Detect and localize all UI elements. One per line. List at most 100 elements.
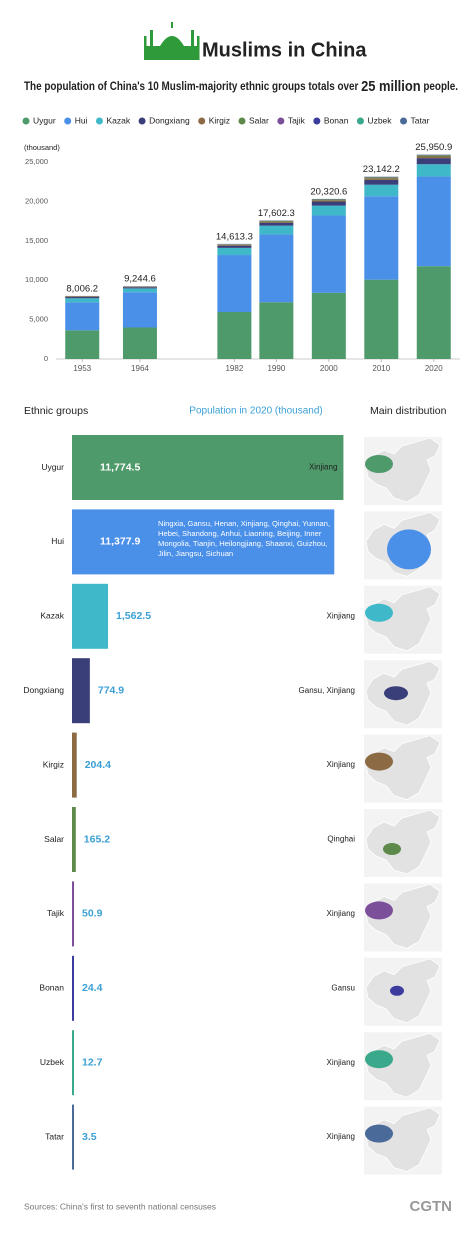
map-highlight xyxy=(365,1124,393,1143)
value-label: 11,377.9 xyxy=(100,536,140,548)
bar xyxy=(72,435,344,500)
legend-swatch xyxy=(198,117,206,125)
bar-segment xyxy=(217,255,252,313)
distribution-label: Xinjiang xyxy=(327,909,355,918)
logo: CGTN xyxy=(410,1198,453,1215)
category-label: Dongxiang xyxy=(23,685,64,695)
total-label: 23,142.2 xyxy=(363,164,400,175)
legend-swatch xyxy=(400,117,408,125)
bar xyxy=(72,1104,74,1170)
category-label: Salar xyxy=(44,834,64,844)
total-label: 14,613.3 xyxy=(216,231,253,242)
bar xyxy=(72,509,335,575)
bar-segment xyxy=(416,176,451,267)
legend-label: Bonan xyxy=(324,115,349,125)
bar-segment xyxy=(122,286,157,288)
category-header: Ethnic groups xyxy=(24,405,88,417)
map xyxy=(364,809,442,877)
map-highlight xyxy=(365,752,393,771)
map-outline xyxy=(365,883,441,949)
legend-swatch xyxy=(356,117,364,125)
bar-segment xyxy=(65,296,100,298)
subtitle-part: The population of China's 10 Muslim-majo… xyxy=(24,81,361,93)
map-highlight xyxy=(365,455,393,473)
bar-segment xyxy=(217,244,252,245)
distribution-label: Xinjiang xyxy=(327,1058,355,1067)
bar-segment xyxy=(416,158,451,165)
distribution-label: Gansu, Xinjiang xyxy=(299,686,355,695)
legend-swatch xyxy=(64,117,72,125)
map-outline xyxy=(365,586,441,652)
total-label: 9,244.6 xyxy=(124,274,156,285)
distribution-label: Xinjiang xyxy=(309,463,337,472)
bar-segment xyxy=(122,292,157,328)
distribution-label: Gansu xyxy=(331,983,355,992)
subtitle: The population of China's 10 Muslim-majo… xyxy=(24,78,458,95)
value-label: 11,774.5 xyxy=(100,461,140,473)
map-outline xyxy=(365,1032,441,1098)
legend-label: Tajik xyxy=(288,115,306,125)
legend-label: Salar xyxy=(249,115,269,125)
category-label: Hui xyxy=(51,536,64,546)
total-label: 8,006.2 xyxy=(66,283,98,294)
legend-label: Tatar xyxy=(411,115,430,125)
bar-segment xyxy=(259,222,294,226)
value-label: 774.9 xyxy=(98,684,124,696)
y-tick-label: 10,000 xyxy=(25,275,48,284)
x-tick-label: 2010 xyxy=(372,364,390,373)
y-tick-label: 0 xyxy=(44,354,48,363)
x-tick-label: 1953 xyxy=(73,364,91,373)
bar-segment xyxy=(364,177,399,179)
bar-segment xyxy=(311,205,346,216)
bar xyxy=(72,955,74,1021)
y-tick-label: 25,000 xyxy=(25,157,48,166)
map xyxy=(364,1032,442,1101)
bar-segment xyxy=(364,179,399,185)
y-tick-label: 15,000 xyxy=(25,236,48,245)
value-label: 204.4 xyxy=(85,759,111,771)
bar xyxy=(72,807,76,872)
map-highlight xyxy=(365,901,393,920)
bar-segment xyxy=(217,245,252,248)
map xyxy=(364,1106,442,1175)
value-label: 165.2 xyxy=(84,833,110,845)
bar-segment xyxy=(311,292,346,359)
value-header: Population in 2020 (thousand) xyxy=(189,406,322,417)
legend-label: Kirgiz xyxy=(209,115,230,125)
map-outline xyxy=(365,735,441,801)
bar-segment xyxy=(259,221,294,223)
bar-segment xyxy=(217,312,252,359)
total-label: 20,320.6 xyxy=(310,186,347,197)
bar-segment xyxy=(65,297,100,299)
legend-swatch xyxy=(238,117,246,125)
bar-segment xyxy=(259,302,294,359)
bar-segment xyxy=(364,279,399,359)
legend-label: Dongxiang xyxy=(149,115,190,125)
bar xyxy=(72,881,74,947)
bar-segment xyxy=(122,327,157,359)
bar-segment xyxy=(259,234,294,303)
title: Muslims in China xyxy=(202,39,367,61)
bar xyxy=(72,658,90,724)
category-label: Uzbek xyxy=(40,1057,65,1067)
value-label: 1,562.5 xyxy=(116,610,151,622)
category-label: Bonan xyxy=(39,983,64,993)
distribution-label: Xinjiang xyxy=(327,611,355,620)
bar-segment xyxy=(311,200,346,202)
legend-swatch xyxy=(313,117,321,125)
subtitle-highlight: 25 million xyxy=(361,78,421,95)
total-label: 25,950.9 xyxy=(415,142,452,153)
category-label: Uygur xyxy=(41,462,64,472)
bar xyxy=(72,732,77,798)
mosque-icon xyxy=(144,22,200,60)
x-tick-label: 1990 xyxy=(267,364,285,373)
legend-swatch xyxy=(277,117,285,125)
map-outline xyxy=(365,809,441,875)
bar-segment xyxy=(65,298,100,303)
source: Sources: China's first to seventh nation… xyxy=(24,1201,216,1211)
value-label: 50.9 xyxy=(82,908,103,920)
category-label: Tajik xyxy=(47,908,65,918)
bar-segment xyxy=(217,244,252,246)
distribution-label: Qinghai xyxy=(327,835,355,844)
map-highlight xyxy=(383,843,401,855)
